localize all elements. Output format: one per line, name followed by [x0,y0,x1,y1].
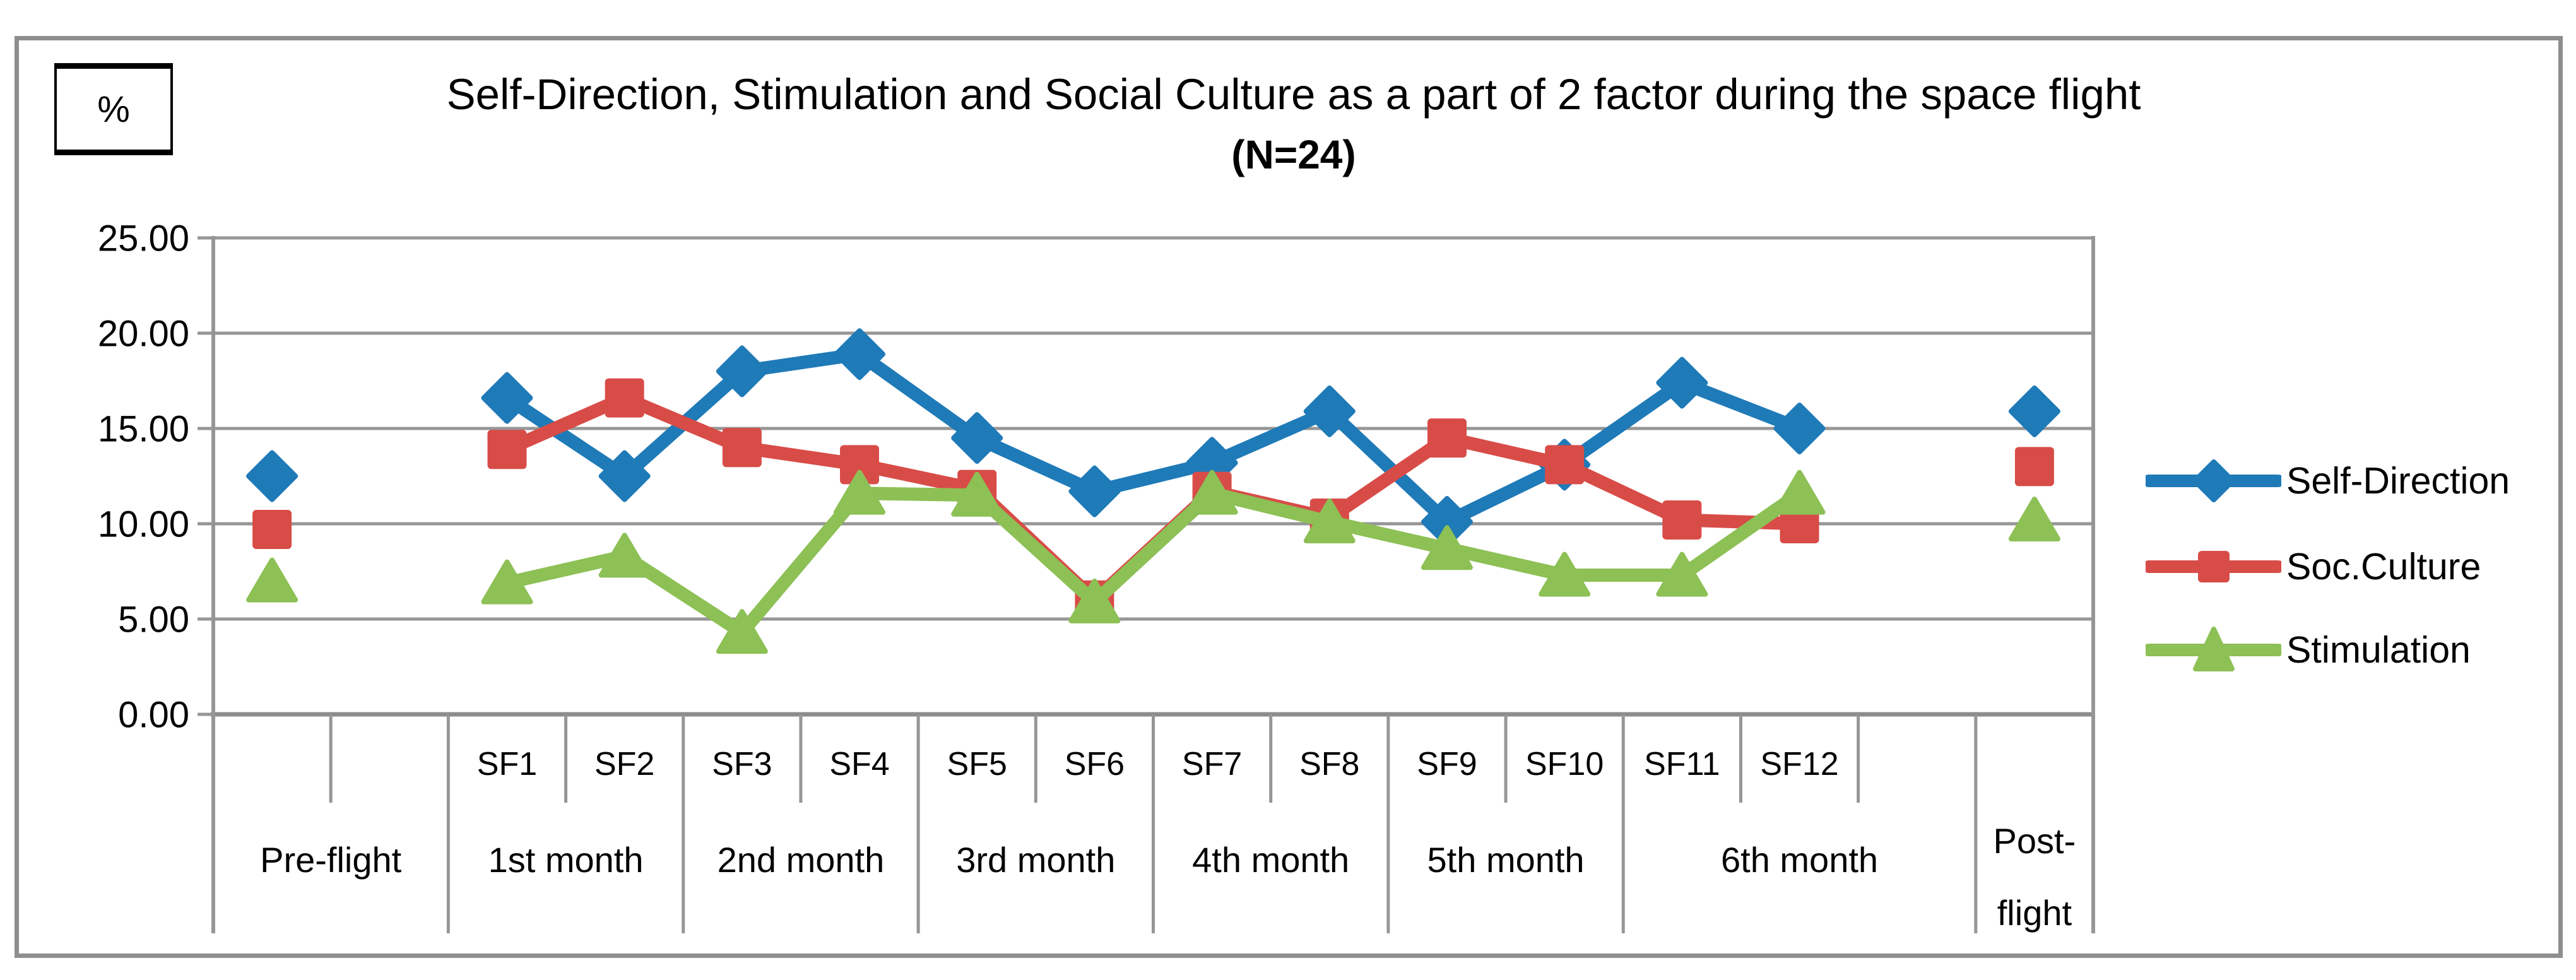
y-tick-label: 25.00 [98,218,189,259]
x-group-label: 5th month [1427,840,1585,880]
square-legend-marker-icon [2146,551,2281,582]
x-group-label: Post- [1994,821,2076,861]
y-axis-unit-label: % [97,88,130,130]
x-cell-label: SF2 [594,746,654,782]
y-tick-label: 5.00 [118,599,189,640]
x-group-label: flight [1997,893,2072,933]
x-group-label: 2nd month [718,840,885,880]
x-cell-label: SF10 [1525,746,1604,782]
x-group-label: 4th month [1192,840,1349,880]
legend-label: Stimulation [2286,629,2471,671]
x-cell-label: SF8 [1299,746,1359,782]
x-cell-label: SF11 [1644,746,1720,782]
x-cell-label: SF3 [712,746,772,782]
x-group-label: 1st month [488,840,644,880]
x-cell-label: SF4 [829,746,889,782]
y-tick-label: 20.00 [98,313,189,354]
triangle-legend-marker-icon [2146,627,2281,671]
x-group-label: 3rd month [956,840,1115,880]
x-cell-label: SF9 [1417,746,1477,782]
x-cell-label: SF12 [1760,746,1838,782]
y-tick-label: 10.00 [98,504,189,545]
chart-subtitle: (N=24) [1231,132,1356,177]
x-cell-label: SF7 [1182,746,1242,782]
legend-item-soc-culture: Soc.Culture [2146,541,2481,592]
x-axis-table: Pre-flight SF1 SF2 1st month SF3 SF4 2nd month… [260,714,2076,933]
legend-item-self-direction: Self-Direction [2146,456,2510,506]
legend-label: Soc.Culture [2286,546,2481,587]
x-group-label: Pre-flight [260,840,402,880]
diamond-legend-marker-icon [2146,459,2281,502]
figure-border-frame [15,36,2563,958]
y-tick-label: 0.00 [118,694,189,735]
x-cell-label: SF6 [1065,746,1125,782]
legend-label: Self-Direction [2286,460,2510,502]
y-axis: 25.00 20.00 15.00 10.00 5.00 0.00 [98,218,2095,933]
x-group-label: 6th month [1721,840,1878,880]
x-cell-label: SF1 [477,746,537,782]
x-cell-label: SF5 [947,746,1007,782]
y-tick-label: 15.00 [98,408,189,449]
y-axis-unit-box: % [54,63,173,155]
series-stimulation [246,469,2060,654]
chart-title: Self-Direction, Stimulation and Social C… [446,70,2141,119]
legend-item-stimulation: Stimulation [2146,625,2471,675]
